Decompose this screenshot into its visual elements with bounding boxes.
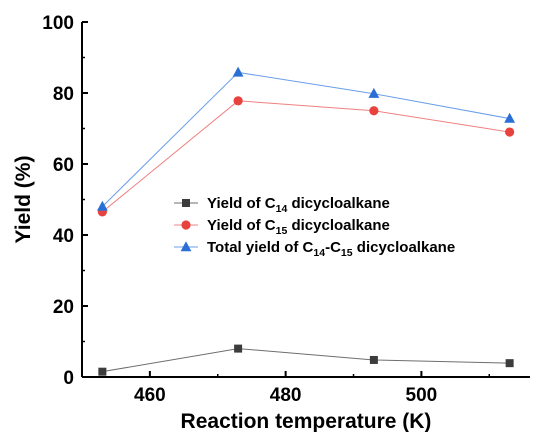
legend-text-part: dicycloalkane (287, 195, 390, 212)
legend-text-part: dicycloalkane (353, 239, 456, 256)
legend-subscript: 15 (276, 225, 288, 237)
legend-marker (182, 199, 190, 207)
y-tick-label: 40 (53, 226, 74, 247)
series-layer (96, 66, 516, 376)
legend-subscript: 14 (313, 247, 325, 259)
legend-text-part: dicycloalkane (287, 217, 390, 234)
series-line (102, 348, 510, 373)
data-point (232, 66, 244, 77)
data-point (234, 344, 243, 353)
y-tick-label: 60 (53, 155, 74, 176)
x-tick-label: 500 (406, 385, 438, 406)
x-tick-label: 480 (270, 385, 302, 406)
y-tick-label: 100 (42, 13, 74, 34)
legend-marker (180, 241, 192, 252)
series-group (96, 66, 516, 211)
legend-label: Total yield of C14-C15 dicycloalkane (207, 239, 455, 259)
legend-marker (181, 220, 191, 230)
data-point (233, 96, 243, 106)
data-point (369, 106, 379, 116)
data-point (368, 87, 380, 98)
y-tick-label: 0 (63, 368, 74, 389)
y-axis-title: Yield (%) (12, 156, 35, 244)
data-point (98, 367, 107, 376)
legend-item: Yield of C15 dicycloalkane (174, 217, 390, 237)
data-point (505, 359, 514, 368)
data-point (505, 127, 515, 137)
y-tick-label: 20 (53, 297, 74, 318)
legend-item: Yield of C14 dicycloalkane (174, 195, 390, 215)
y-tick-label: 80 (53, 84, 74, 105)
legend-label: Yield of C15 dicycloalkane (207, 217, 390, 237)
series-group (98, 344, 514, 376)
data-point (369, 355, 378, 364)
legend-text-part: Yield of C (207, 217, 276, 234)
legend-subscript: 15 (341, 247, 353, 259)
axes: 0 20 40 60 80 100 460 480 500 (42, 13, 530, 406)
x-tick-label: 460 (134, 385, 166, 406)
legend-text-part: -C (325, 239, 341, 256)
legend-text-part: Total yield of C (207, 239, 314, 256)
data-point (96, 200, 108, 211)
series-line (102, 71, 510, 207)
x-axis-title: Reaction temperature (K) (181, 410, 432, 432)
legend-subscript: 14 (276, 203, 288, 215)
data-point (504, 112, 516, 123)
legend-item: Total yield of C14-C15 dicycloalkane (174, 239, 455, 259)
legend-text-part: Yield of C (207, 195, 276, 212)
legend-label: Yield of C14 dicycloalkane (207, 195, 390, 215)
series-line (102, 100, 510, 213)
